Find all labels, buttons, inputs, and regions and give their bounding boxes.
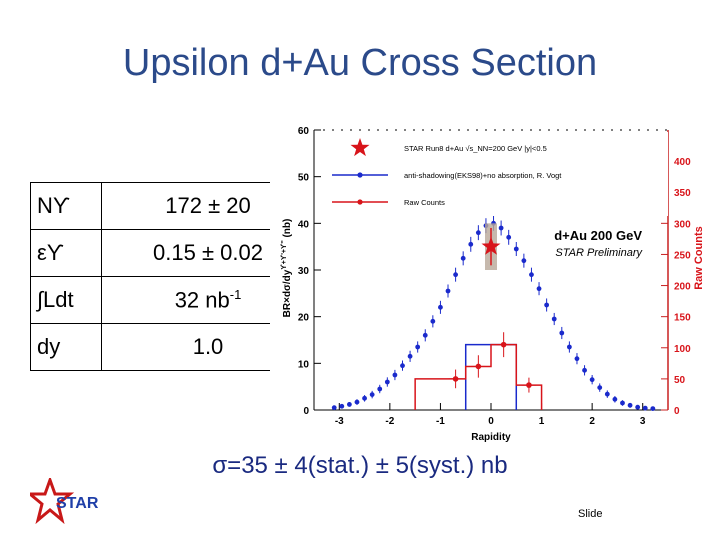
model-point bbox=[347, 402, 352, 407]
x-tick-label: -3 bbox=[335, 416, 344, 427]
y-tick-label: 50 bbox=[298, 173, 310, 184]
legend-entry-label: Raw Counts bbox=[404, 198, 445, 207]
raw-counts-point bbox=[475, 363, 482, 370]
slide-title: Upsilon d+Au Cross Section bbox=[122, 42, 598, 84]
y2-tick-label: 0 bbox=[674, 406, 680, 417]
y2-tick-label: 300 bbox=[674, 219, 691, 230]
model-point bbox=[453, 272, 458, 278]
x-tick-label: 0 bbox=[488, 416, 494, 427]
raw-counts-point bbox=[500, 341, 507, 348]
model-point bbox=[513, 246, 519, 252]
legend-raw-marker bbox=[357, 199, 363, 205]
y-tick-label: 0 bbox=[303, 406, 309, 417]
model-point bbox=[589, 377, 595, 383]
y2-tick-label: 350 bbox=[674, 188, 691, 199]
x-tick-label: -2 bbox=[385, 416, 394, 427]
model-point bbox=[604, 391, 610, 397]
y2-tick-label: 200 bbox=[674, 282, 691, 293]
star-logo-text: STAR bbox=[56, 495, 99, 512]
rapidity-chart: 0102030405060050100150200250300350400-3-… bbox=[270, 118, 710, 448]
model-point bbox=[384, 379, 390, 385]
model-point bbox=[498, 225, 504, 231]
y2-axis-title: Raw Counts bbox=[693, 226, 705, 290]
model-point bbox=[331, 405, 337, 411]
model-point bbox=[369, 392, 375, 397]
model-point bbox=[475, 230, 481, 236]
y-tick-label: 40 bbox=[298, 219, 310, 230]
y2-tick-label: 100 bbox=[674, 344, 691, 355]
slide-footer-label: Slide bbox=[578, 508, 603, 520]
model-point bbox=[521, 258, 527, 264]
x-tick-label: -1 bbox=[436, 416, 445, 427]
model-point bbox=[377, 386, 383, 392]
y2-tick-label: 50 bbox=[674, 375, 686, 386]
model-point bbox=[536, 286, 542, 292]
x-tick-label: 2 bbox=[589, 416, 595, 427]
model-point bbox=[627, 402, 633, 408]
model-point bbox=[400, 363, 405, 369]
model-point bbox=[566, 344, 572, 350]
star-logo-icon bbox=[30, 478, 75, 525]
y-tick-label: 60 bbox=[298, 126, 310, 137]
legend-entry-label: STAR Run8 d+Au √s_NN=200 GeV |y|<0.5 bbox=[404, 144, 547, 153]
model-point bbox=[635, 404, 641, 410]
raw-counts-point bbox=[452, 376, 459, 382]
model-point bbox=[612, 396, 618, 402]
model-point bbox=[392, 372, 398, 378]
legend-star-marker bbox=[350, 138, 370, 157]
x-axis-title: Rapidity bbox=[471, 432, 511, 443]
param-label: ∫Ldt bbox=[30, 276, 102, 324]
model-point bbox=[529, 272, 534, 278]
cross-section-result: σ=35 ± 4(stat.) ± 5(syst.) nb bbox=[212, 452, 508, 479]
model-point bbox=[407, 353, 413, 359]
star-data-point bbox=[481, 236, 501, 255]
chart-annotation-main: d+Au 200 GeV bbox=[554, 228, 642, 243]
model-point bbox=[544, 302, 550, 308]
model-point bbox=[597, 385, 603, 390]
param-label: dy bbox=[30, 323, 102, 371]
y-tick-label: 20 bbox=[298, 313, 310, 324]
param-label: Nϒ bbox=[30, 182, 102, 230]
y2-tick-label: 250 bbox=[674, 250, 691, 261]
model-point bbox=[415, 344, 421, 350]
x-tick-label: 1 bbox=[539, 416, 545, 427]
model-point bbox=[642, 405, 648, 411]
model-point bbox=[468, 241, 474, 247]
param-label: εϒ bbox=[30, 229, 102, 277]
model-point bbox=[362, 395, 367, 401]
model-point bbox=[339, 403, 345, 409]
y-tick-label: 30 bbox=[298, 266, 310, 277]
model-point bbox=[551, 316, 557, 322]
x-tick-label: 3 bbox=[640, 416, 646, 427]
y-axis-title: BR×dσ/dyϒ+ϒ'+ϒ'' (nb) bbox=[281, 219, 293, 318]
model-point bbox=[650, 406, 656, 411]
param-value-exponent: -1 bbox=[229, 286, 242, 302]
param-value: 32 nb bbox=[174, 287, 230, 313]
model-point bbox=[559, 330, 565, 336]
y2-tick-label: 400 bbox=[674, 157, 691, 168]
y2-tick-label: 150 bbox=[674, 313, 691, 324]
legend-entry-label: anti-shadowing(EKS98)+no absorption, R. … bbox=[404, 171, 562, 180]
model-point bbox=[438, 304, 443, 310]
chart-annotation-sub: STAR Preliminary bbox=[555, 247, 643, 259]
model-point bbox=[574, 356, 580, 362]
raw-counts-point bbox=[526, 382, 532, 388]
model-point bbox=[460, 255, 466, 261]
model-point bbox=[430, 318, 436, 324]
model-point bbox=[582, 367, 587, 373]
model-point bbox=[506, 234, 512, 240]
model-point bbox=[422, 332, 428, 338]
legend-model-marker bbox=[357, 172, 363, 178]
model-point bbox=[354, 399, 360, 405]
model-point bbox=[620, 400, 625, 406]
model-point bbox=[445, 288, 451, 294]
star-logo: STAR bbox=[30, 478, 99, 525]
y-tick-label: 10 bbox=[298, 359, 310, 370]
